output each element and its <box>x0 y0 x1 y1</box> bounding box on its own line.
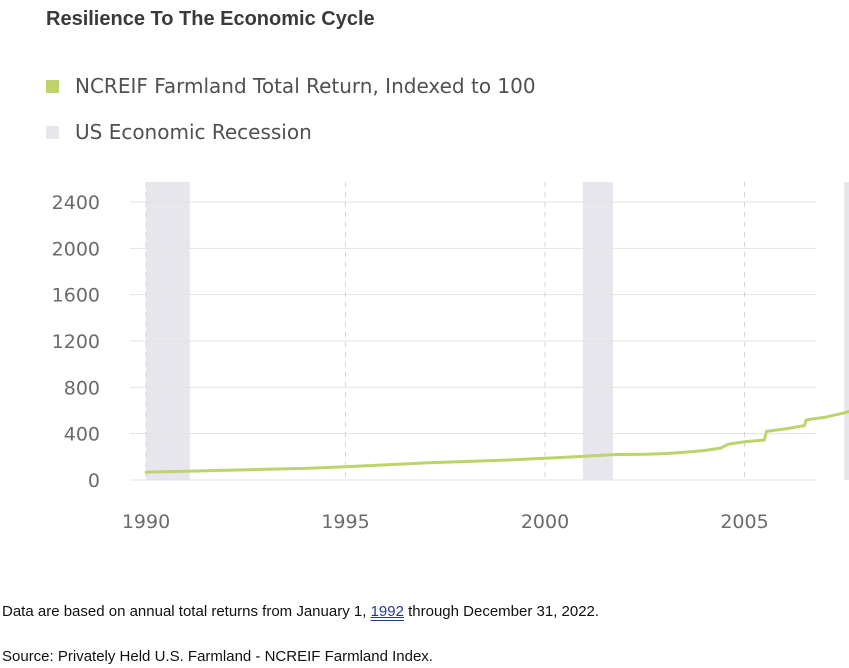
y-tick-label-400: 400 <box>64 424 100 446</box>
legend-label-recession: US Economic Recession <box>75 120 312 144</box>
legend-swatch-recession <box>46 125 59 139</box>
chart-series <box>144 409 849 474</box>
recession-bands <box>146 182 849 480</box>
data-note-suffix: through December 31, 2022. <box>403 603 600 620</box>
recession-band-3 <box>844 182 849 480</box>
data-note-year-link[interactable]: 1992 <box>370 603 404 620</box>
y-tick-label-1600: 1600 <box>52 285 100 307</box>
x-tick-label-1990: 1990 <box>122 511 170 533</box>
legend-item-recession: US Economic Recession <box>46 120 312 144</box>
y-tick-label-2400: 2400 <box>52 192 100 214</box>
legend-item-farmland-return: NCREIF Farmland Total Return, Indexed to… <box>46 74 536 98</box>
y-tick-label-1200: 1200 <box>52 331 100 353</box>
recession-band-1 <box>146 182 190 480</box>
legend-swatch-farmland-return <box>46 79 59 93</box>
source-note: Source: Privately Held U.S. Farmland - N… <box>2 648 433 665</box>
axis-ticks: 0400800120016002000240019901995200020052… <box>52 192 769 533</box>
data-note-prefix: Data are based on annual total returns f… <box>2 603 371 620</box>
legend-label-farmland-return: NCREIF Farmland Total Return, Indexed to… <box>75 74 536 98</box>
y-tick-label-800: 800 <box>64 377 100 399</box>
y-tick-label-2000: 2000 <box>52 238 100 260</box>
x-tick-label-2005: 2005 <box>720 511 768 533</box>
chart-title: Resilience To The Economic Cycle <box>46 8 375 30</box>
x-tick-label-1995: 1995 <box>321 511 369 533</box>
chart-grid <box>130 182 816 481</box>
series-line-1 <box>144 409 849 474</box>
y-tick-label-0: 0 <box>88 470 100 492</box>
x-tick-label-2000: 2000 <box>521 511 569 533</box>
line-chart: 0400800120016002000240019901995200020052… <box>52 182 849 533</box>
data-note: Data are based on annual total returns f… <box>2 603 599 620</box>
recession-band-2 <box>582 182 613 480</box>
